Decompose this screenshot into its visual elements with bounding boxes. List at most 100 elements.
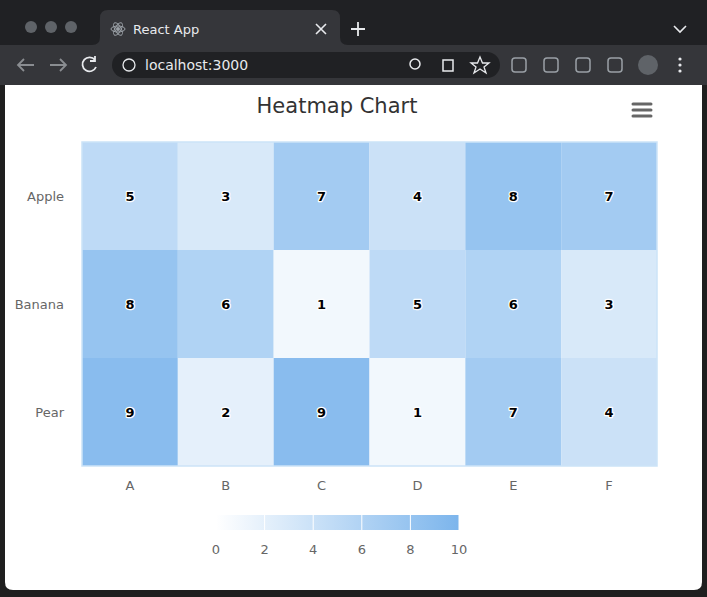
extension-icon[interactable] xyxy=(512,58,526,72)
heat-cell xyxy=(561,358,657,466)
window-button[interactable] xyxy=(65,21,77,33)
screen: React App localhost:3000 Heatmap Chart 5 3 7 4… xyxy=(0,0,707,597)
window-button[interactable] xyxy=(45,21,57,33)
data-label: 9 xyxy=(317,405,326,420)
extension-icon[interactable] xyxy=(576,58,590,72)
browser-menu-dot[interactable] xyxy=(678,63,681,66)
extension-icon[interactable] xyxy=(544,58,558,72)
data-label: 7 xyxy=(605,189,614,204)
data-label: 7 xyxy=(317,189,326,204)
url-text: localhost:3000 xyxy=(145,57,248,73)
heat-cell xyxy=(82,142,178,250)
data-label: 6 xyxy=(221,297,230,312)
data-label: 3 xyxy=(221,189,230,204)
data-label: 3 xyxy=(605,297,614,312)
heat-cell xyxy=(370,358,466,466)
heat-cell xyxy=(274,250,370,358)
heat-cell xyxy=(465,358,561,466)
heat-cell xyxy=(82,250,178,358)
data-label: 5 xyxy=(413,297,422,312)
reload-button[interactable] xyxy=(83,56,96,71)
x-tick-label: F xyxy=(605,478,612,493)
color-bar-label: 10 xyxy=(451,542,468,557)
heat-cell xyxy=(465,142,561,250)
heat-cell xyxy=(370,142,466,250)
y-tick-label: Apple xyxy=(27,189,64,204)
chart-title: Heatmap Chart xyxy=(257,94,418,118)
tab-close[interactable] xyxy=(316,24,326,34)
menu-line xyxy=(633,103,651,106)
color-bar-tick xyxy=(313,515,314,530)
x-tick-label: B xyxy=(221,478,230,493)
data-label: 4 xyxy=(605,405,614,420)
tab-icon xyxy=(111,21,125,36)
back-button[interactable] xyxy=(18,59,34,71)
tab-icon-orbit xyxy=(112,21,124,36)
export-menu[interactable] xyxy=(633,104,651,116)
heat-cell xyxy=(370,250,466,358)
site-info xyxy=(123,59,135,71)
window-button[interactable] xyxy=(25,21,37,33)
toolbar xyxy=(0,45,707,85)
y-tick-label: Pear xyxy=(35,405,64,420)
tab-icon-core xyxy=(116,27,120,31)
active-tab[interactable] xyxy=(92,10,348,45)
color-bar-label: 4 xyxy=(309,542,317,557)
data-label: 5 xyxy=(125,189,134,204)
profile-icon[interactable] xyxy=(638,55,658,75)
color-bar-tick xyxy=(216,515,217,530)
page xyxy=(5,85,702,590)
x-tick-label: D xyxy=(412,478,422,493)
data-label: 2 xyxy=(221,405,230,420)
tab-icon-orbit xyxy=(112,21,124,36)
tab-icon-orbit xyxy=(111,26,125,32)
forward-button[interactable] xyxy=(50,59,66,71)
tab-menu[interactable] xyxy=(674,26,686,32)
tab-title: React App xyxy=(133,22,199,37)
x-tick-label: A xyxy=(125,478,134,493)
heat-cell xyxy=(561,250,657,358)
cells xyxy=(82,142,657,466)
share-icon[interactable] xyxy=(443,60,453,71)
window-frame xyxy=(0,0,707,597)
data-label: 1 xyxy=(317,297,326,312)
data-label: 7 xyxy=(509,405,518,420)
x-tick-label: C xyxy=(317,478,326,493)
color-bar-label: 8 xyxy=(406,542,414,557)
browser-menu-dot[interactable] xyxy=(678,57,681,60)
plot-border xyxy=(82,142,657,466)
data-label: 1 xyxy=(413,405,422,420)
data-label: 6 xyxy=(509,297,518,312)
color-bar-tick xyxy=(410,515,411,530)
color-bar-label: 0 xyxy=(212,542,220,557)
menu-line xyxy=(633,115,651,118)
data-label: 8 xyxy=(509,189,518,204)
heat-cell xyxy=(178,358,274,466)
title-bar xyxy=(0,0,707,45)
y-tick-label: Banana xyxy=(15,297,64,312)
color-bar-label: 2 xyxy=(260,542,268,557)
heat-cell xyxy=(274,142,370,250)
heat-cell xyxy=(82,358,178,466)
data-label: 9 xyxy=(125,405,134,420)
color-bar-tick xyxy=(361,515,362,530)
extension-icon[interactable] xyxy=(608,58,622,72)
data-labels: 5 3 7 4 8 7 8 6 1 5 6 3 9 2 9 1 7 4 xyxy=(125,189,613,420)
data-label: 4 xyxy=(413,189,422,204)
data-label: 8 xyxy=(125,297,134,312)
menu-line xyxy=(633,109,651,112)
new-tab[interactable] xyxy=(351,22,365,36)
bookmark-icon[interactable] xyxy=(471,57,489,73)
color-bar-label: 6 xyxy=(358,542,366,557)
heat-cell xyxy=(561,142,657,250)
address-bar[interactable] xyxy=(112,52,500,78)
color-bar xyxy=(216,515,459,530)
heat-cell xyxy=(178,142,274,250)
heat-cell xyxy=(178,250,274,358)
browser-menu-dot[interactable] xyxy=(678,69,681,72)
zoom-icon xyxy=(410,59,420,69)
x-tick-label: E xyxy=(509,478,517,493)
heat-cell xyxy=(274,358,370,466)
color-bar-tick xyxy=(264,515,265,530)
heat-cell xyxy=(465,250,561,358)
